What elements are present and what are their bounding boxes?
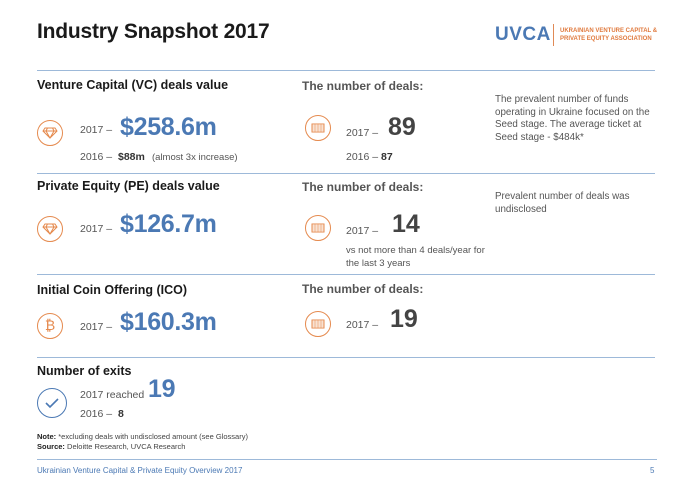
- pe-deals-label: The number of deals:: [302, 180, 424, 194]
- ico-section-label: Initial Coin Offering (ICO): [37, 283, 187, 297]
- ico-value-2017: $160.3m: [120, 308, 217, 336]
- pe-year-2017: 2017 –: [80, 223, 113, 235]
- footer-divider: [37, 459, 657, 460]
- vc-value-2017: $258.6m: [120, 113, 217, 141]
- header-divider: [37, 70, 655, 71]
- vc-year-2017: 2017 –: [80, 124, 113, 136]
- note-line: Note: *excluding deals with undisclosed …: [37, 432, 248, 442]
- pe-deals-note: vs not more than 4 deals/year for the la…: [346, 245, 485, 269]
- vc-deals-year-2017: 2017 –: [346, 127, 379, 139]
- pe-side-note: Prevalent number of deals was undisclose…: [495, 191, 630, 215]
- bitcoin-icon: ₿: [37, 313, 63, 339]
- logo-text: UKRAINIAN VENTURE CAPITAL & PRIVATE EQUI…: [560, 28, 658, 42]
- page-title: Industry Snapshot 2017: [37, 20, 270, 43]
- vc-deals-2017: 89: [388, 113, 416, 141]
- exits-value-2016: 8: [118, 408, 124, 420]
- vc-side-note: The prevalent number of funds operating …: [495, 94, 650, 143]
- pe-divider: [37, 274, 655, 275]
- flag-icon: [305, 115, 331, 141]
- checkmark-icon: [37, 388, 67, 418]
- exits-value-2017: 19: [148, 375, 176, 403]
- vc-deals-label: The number of deals:: [302, 79, 424, 93]
- pe-section-label: Private Equity (PE) deals value: [37, 179, 220, 193]
- vc-section-label: Venture Capital (VC) deals value: [37, 78, 229, 92]
- ico-year-2017: 2017 –: [80, 321, 113, 333]
- vc-year-2016: 2016 –: [80, 151, 113, 163]
- source-line: Source: Deloitte Research, UVCA Research: [37, 442, 185, 452]
- note-label: Note:: [37, 432, 57, 441]
- vc-value-2016: $88m: [118, 151, 145, 163]
- ico-divider: [37, 357, 655, 358]
- ico-deals-2017: 19: [390, 305, 418, 333]
- pe-deals-year-2017: 2017 –: [346, 225, 379, 237]
- vc-note-2016: (almost 3x increase): [152, 152, 238, 163]
- exits-section-label: Number of exits: [37, 364, 132, 378]
- vc-deals-year-2016: 2016 –: [346, 151, 379, 163]
- flag-icon: [305, 311, 331, 337]
- pe-value-2017: $126.7m: [120, 210, 217, 238]
- vc-divider: [37, 173, 655, 174]
- note-text: *excluding deals with undisclosed amount…: [58, 432, 248, 441]
- pe-deals-2017: 14: [392, 210, 420, 238]
- source-label: Source:: [37, 442, 65, 451]
- vc-deals-2016: 87: [381, 151, 393, 163]
- exits-reached-text: 2017 reached: [80, 389, 145, 401]
- logo-divider: [553, 24, 554, 46]
- ico-deals-label: The number of deals:: [302, 282, 424, 296]
- ico-deals-year-2017: 2017 –: [346, 319, 379, 331]
- page-number: 5: [650, 466, 655, 475]
- flag-icon: [305, 215, 331, 241]
- exits-year-2016: 2016 –: [80, 408, 113, 420]
- diamond-icon: [37, 216, 63, 242]
- diamond-icon: [37, 120, 63, 146]
- uvca-logo: UVCA: [495, 24, 551, 45]
- source-text: Deloitte Research, UVCA Research: [67, 442, 186, 451]
- footer-text: Ukrainian Venture Capital & Private Equi…: [37, 466, 243, 475]
